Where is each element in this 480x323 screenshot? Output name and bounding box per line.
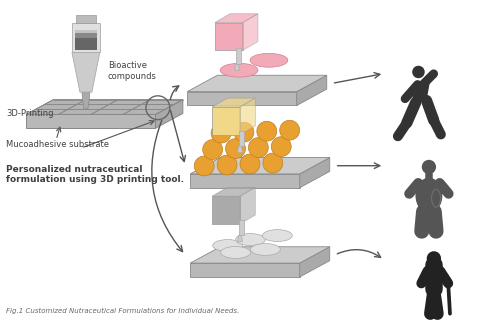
Circle shape [233, 122, 253, 142]
Circle shape [216, 155, 237, 175]
Polygon shape [299, 158, 329, 188]
Polygon shape [26, 114, 155, 128]
Text: Personalized nutraceutical
formulation using 3D printing tool.: Personalized nutraceutical formulation u… [6, 165, 184, 184]
Text: 3D-Printing: 3D-Printing [6, 109, 54, 118]
Polygon shape [240, 98, 255, 135]
Ellipse shape [250, 53, 287, 67]
Circle shape [256, 121, 276, 141]
FancyBboxPatch shape [235, 48, 240, 64]
Circle shape [248, 138, 268, 158]
Circle shape [202, 140, 222, 160]
Polygon shape [190, 174, 299, 188]
Polygon shape [234, 64, 239, 70]
Polygon shape [82, 92, 90, 109]
Polygon shape [91, 109, 132, 114]
FancyBboxPatch shape [76, 15, 96, 23]
Polygon shape [44, 99, 86, 105]
Polygon shape [187, 75, 326, 92]
Polygon shape [26, 109, 68, 114]
Circle shape [211, 123, 230, 143]
Ellipse shape [415, 178, 442, 214]
Circle shape [411, 66, 424, 78]
Ellipse shape [220, 63, 257, 77]
Polygon shape [68, 105, 109, 109]
Polygon shape [100, 105, 141, 109]
FancyBboxPatch shape [238, 131, 243, 146]
Polygon shape [242, 14, 257, 50]
FancyBboxPatch shape [238, 220, 243, 235]
Polygon shape [72, 52, 100, 92]
Ellipse shape [262, 230, 292, 242]
Ellipse shape [250, 244, 280, 255]
Circle shape [194, 156, 214, 176]
Polygon shape [212, 196, 240, 224]
Polygon shape [212, 98, 255, 107]
Polygon shape [132, 105, 173, 109]
Ellipse shape [212, 240, 242, 251]
Polygon shape [212, 187, 255, 196]
Polygon shape [190, 158, 329, 174]
Polygon shape [190, 263, 299, 277]
Circle shape [421, 160, 435, 174]
Text: Mucoadhesive substrate: Mucoadhesive substrate [6, 140, 109, 149]
Ellipse shape [220, 246, 250, 258]
Polygon shape [77, 99, 118, 105]
Text: Fig.1 Customized Nutraceutical Formulations for Individual Needs.: Fig.1 Customized Nutraceutical Formulati… [6, 307, 239, 314]
Polygon shape [26, 99, 182, 114]
Polygon shape [299, 247, 329, 277]
Polygon shape [214, 14, 257, 23]
Polygon shape [190, 247, 329, 263]
FancyBboxPatch shape [72, 23, 100, 52]
Polygon shape [214, 23, 242, 50]
Circle shape [271, 137, 290, 157]
Circle shape [240, 154, 259, 174]
Polygon shape [240, 187, 255, 224]
FancyBboxPatch shape [75, 33, 96, 50]
Circle shape [426, 251, 440, 266]
Polygon shape [411, 81, 429, 102]
Text: Bioactive
compounds: Bioactive compounds [108, 61, 156, 81]
Polygon shape [141, 99, 182, 105]
Ellipse shape [235, 234, 265, 245]
Polygon shape [123, 109, 164, 114]
Polygon shape [296, 75, 326, 106]
Polygon shape [237, 146, 242, 152]
Circle shape [263, 153, 282, 173]
Polygon shape [59, 109, 100, 114]
Polygon shape [212, 107, 240, 135]
Polygon shape [109, 99, 150, 105]
Polygon shape [237, 235, 242, 242]
Polygon shape [187, 92, 296, 106]
Circle shape [279, 120, 299, 140]
Polygon shape [36, 105, 77, 109]
FancyBboxPatch shape [75, 30, 96, 37]
Circle shape [225, 139, 245, 159]
Polygon shape [155, 99, 182, 128]
